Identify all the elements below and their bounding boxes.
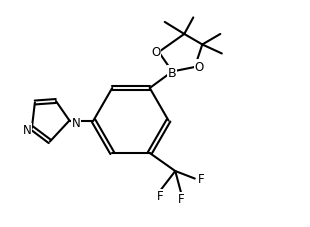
Text: N: N xyxy=(72,116,81,129)
Text: B: B xyxy=(168,66,177,79)
Text: F: F xyxy=(178,193,184,206)
Text: O: O xyxy=(194,61,204,74)
Text: N: N xyxy=(23,123,32,136)
Text: F: F xyxy=(157,190,163,202)
Text: O: O xyxy=(151,45,160,58)
Text: F: F xyxy=(197,172,204,185)
